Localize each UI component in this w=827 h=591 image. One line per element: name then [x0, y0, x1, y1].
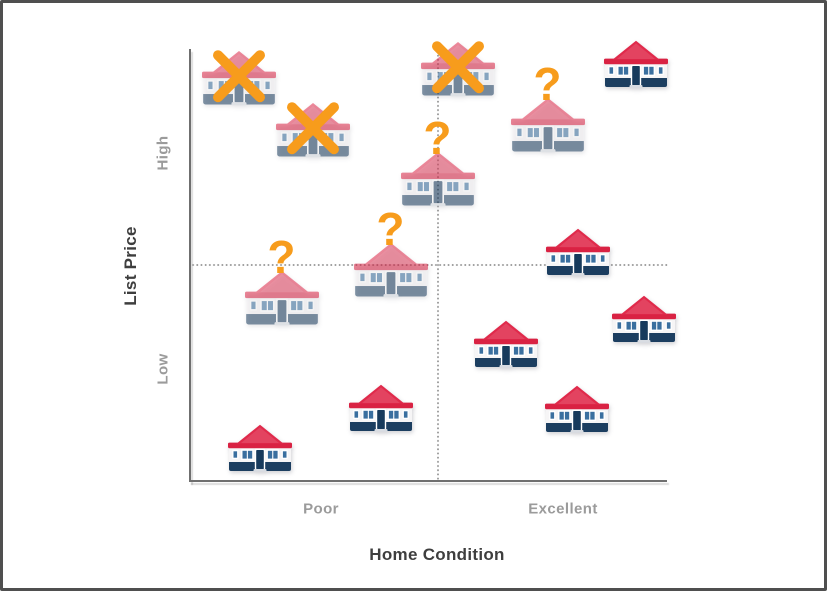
x-mark-icon — [287, 102, 339, 155]
house-icon — [474, 320, 538, 368]
plain-house — [349, 384, 413, 434]
plain-house — [604, 40, 668, 90]
question-mark-icon: ? — [533, 58, 562, 110]
plain-house — [612, 295, 676, 345]
x-tick-excellent: Excellent — [528, 500, 598, 518]
house-with-x-mark — [202, 50, 276, 108]
house-with-x-mark — [421, 41, 495, 99]
house-with-question-mark: ? — [511, 61, 585, 155]
x-mark-icon — [213, 50, 265, 103]
question-mark-icon: ? — [423, 112, 452, 164]
house-icon — [511, 98, 585, 153]
house-icon — [604, 40, 668, 88]
house-icon — [612, 295, 676, 343]
x-mark-icon — [432, 41, 484, 94]
plain-house — [546, 228, 610, 278]
house-with-x-mark — [276, 102, 350, 160]
x-tick-poor: Poor — [303, 500, 339, 518]
plain-house — [545, 385, 609, 435]
house-icon — [349, 384, 413, 432]
house-icon — [228, 424, 292, 472]
plain-house — [228, 424, 292, 474]
house-icon — [245, 271, 319, 326]
house-with-question-mark: ? — [245, 234, 319, 328]
price-threshold-dotted-line — [191, 264, 669, 266]
house-icon — [354, 243, 428, 298]
question-mark-icon: ? — [376, 203, 405, 255]
plain-house — [474, 320, 538, 370]
house-icon — [546, 228, 610, 276]
y-axis-line — [189, 49, 191, 482]
house-with-question-mark: ? — [354, 206, 428, 300]
house-icon — [545, 385, 609, 433]
house-with-question-mark: ? — [401, 115, 475, 209]
condition-threshold-dotted-line — [437, 41, 439, 481]
house-icon — [401, 152, 475, 207]
x-axis-title: Home Condition — [369, 545, 505, 564]
y-tick-low: Low — [154, 353, 172, 385]
y-tick-high: High — [154, 135, 172, 171]
y-axis-title: List Price — [121, 226, 140, 306]
question-mark-icon: ? — [267, 231, 296, 283]
x-axis-line — [189, 480, 667, 482]
